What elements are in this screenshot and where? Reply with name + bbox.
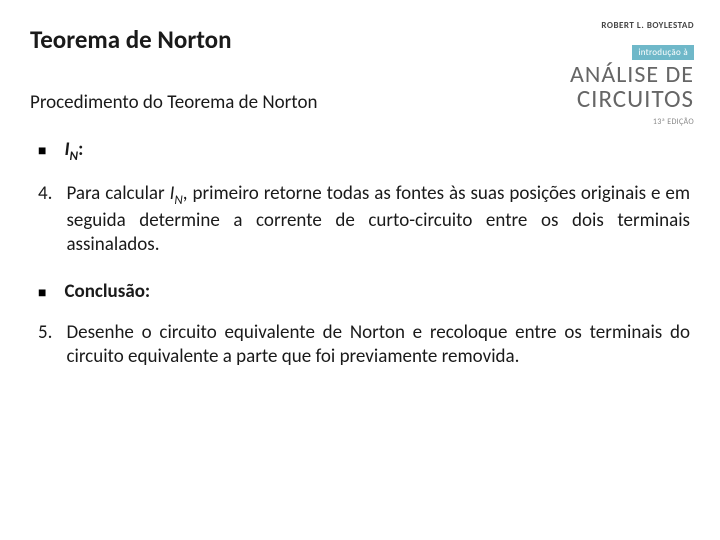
book-title-line2: CIRCUITOS: [516, 87, 694, 111]
book-cover-image: ROBERT L. BOYLESTAD introdução à ANÁLISE…: [516, 20, 694, 127]
in-label: IN:: [64, 138, 83, 164]
book-title: ANÁLISE DE CIRCUITOS: [516, 64, 694, 111]
step-5-text: Desenhe o circuito equivalente de Norton…: [66, 321, 690, 369]
step-number: 4.: [38, 182, 52, 205]
bullet-in: ■ IN:: [30, 138, 690, 164]
step-number: 5.: [38, 321, 52, 344]
book-intro-label: introdução à: [632, 45, 694, 60]
step-5: 5. Desenhe o circuito equivalente de Nor…: [30, 321, 690, 369]
book-author: ROBERT L. BOYLESTAD: [516, 20, 694, 31]
book-edition: 13ª EDIÇÃO: [516, 117, 694, 127]
square-bullet-icon: ■: [38, 284, 46, 301]
conclusion-label: Conclusão:: [64, 280, 150, 303]
bullet-conclusion: ■ Conclusão:: [30, 280, 690, 303]
book-intro-row: introdução à: [516, 41, 694, 60]
step-4-text: Para calcular IN, primeiro retorne todas…: [66, 182, 690, 257]
square-bullet-icon: ■: [38, 142, 46, 159]
step-4: 4. Para calcular IN, primeiro retorne to…: [30, 182, 690, 257]
